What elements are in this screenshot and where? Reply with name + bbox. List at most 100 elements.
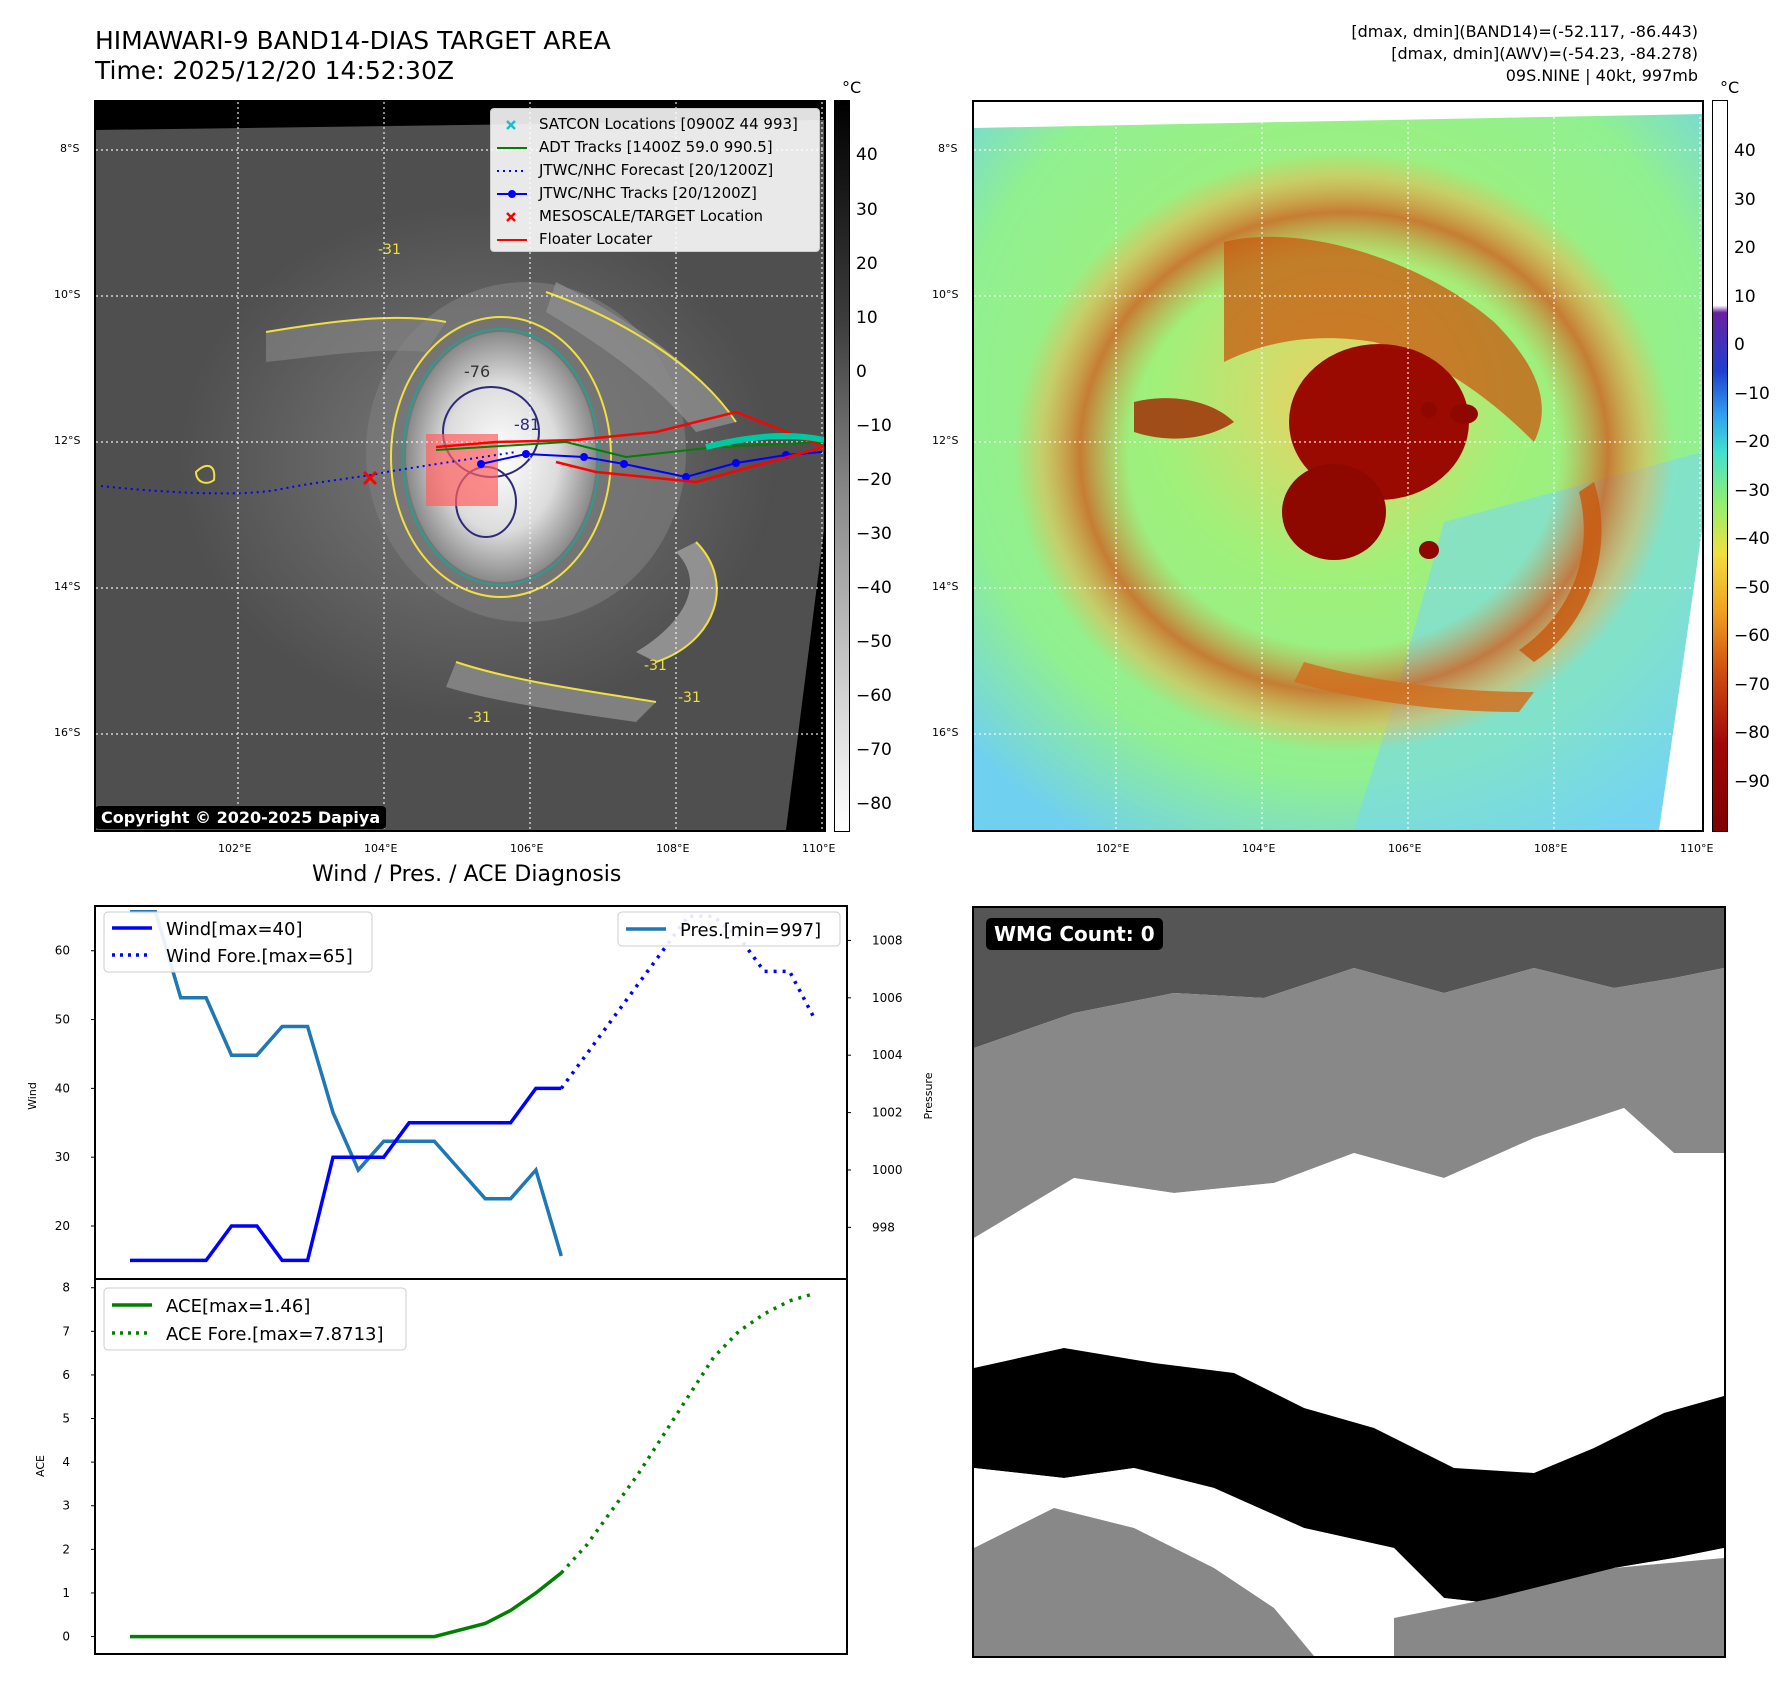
satcon-line [705, 433, 824, 450]
wmg-count-badge: WMG Count: 0 [986, 918, 1163, 950]
awv-map-panel [972, 100, 1704, 832]
pressure-tick-label: 1008 [872, 933, 903, 947]
ace-fore-legend-label: ACE Fore.[max=7.8713] [166, 1324, 384, 1345]
lat-label-14s: 14°S [54, 580, 81, 593]
awv-lat-label-16s: 16°S [932, 726, 959, 739]
ace-tick-label: 1 [62, 1586, 70, 1600]
ir-map-panel: -76 -81 -31 -31 -31 -31 [94, 100, 826, 832]
cb1-tick-40: 40 [856, 145, 878, 165]
cb2-tick-30: 30 [1734, 190, 1756, 210]
cb2-tick-0: 0 [1734, 335, 1745, 355]
cb2-tick-40: 40 [1734, 141, 1756, 161]
awv-map-image [974, 102, 1702, 830]
cb2-tick-m50: −50 [1734, 578, 1770, 598]
wind-ylabel: Wind [26, 1082, 39, 1110]
wind-tick-label: 40 [55, 1081, 70, 1095]
lat-label-12s: 12°S [54, 434, 81, 447]
legend-floater: Floater Locater [539, 230, 653, 248]
ace-tick-label: 5 [62, 1412, 70, 1426]
ace-plot [130, 1291, 816, 1639]
ace-line [130, 1571, 563, 1639]
lat-label-8s: 8°S [60, 142, 80, 155]
ace-tick-label: 4 [62, 1455, 70, 1469]
pressure-line [130, 909, 563, 1257]
satcon-legend-marker [506, 120, 516, 130]
jtwc-track-line [480, 451, 823, 479]
jtwc-forecast-line [100, 451, 517, 495]
awv-range: [dmax, dmin](AWV)=(-54.23, -84.278) [1391, 44, 1698, 63]
cb1-tick-m10: −10 [856, 416, 892, 436]
awv-lat-label-14s: 14°S [932, 580, 959, 593]
contour-label-31b: -31 [644, 658, 667, 674]
ace-tick-label: 7 [62, 1324, 70, 1338]
wind-legend [103, 911, 373, 973]
wind-plot [130, 909, 817, 1263]
cb1-tick-m30: −30 [856, 524, 892, 544]
wmg-image [974, 908, 1724, 1656]
ace-tick-label: 2 [62, 1542, 70, 1556]
diagnosis-title: Wind / Pres. / ACE Diagnosis [312, 862, 622, 887]
lon-label-106e: 106°E [510, 842, 544, 855]
lon-label-110e: 110°E [802, 842, 836, 855]
contour-label-31d: -31 [468, 710, 491, 726]
wind-fore-legend-label: Wind Fore.[max=65] [166, 946, 353, 967]
awv-lat-label-8s: 8°S [938, 142, 958, 155]
pressure-tick-label: 1004 [872, 1048, 903, 1062]
lon-label-102e: 102°E [218, 842, 252, 855]
colorbar-awv [1712, 100, 1728, 832]
legend-jtwc-forecast: JTWC/NHC Forecast [20/1200Z] [539, 161, 774, 179]
pressure-tick-label: 1000 [872, 1163, 903, 1177]
contour-label-31a: -31 [378, 242, 401, 258]
time-title: Time: 2025/12/20 14:52:30Z [95, 56, 454, 85]
lon-label-108e: 108°E [656, 842, 690, 855]
awv-lon-label-102e: 102°E [1096, 842, 1130, 855]
cb1-tick-20: 20 [856, 254, 878, 274]
diagnosis-chart: 6050403020100810061004100210009988765432… [26, 905, 935, 1655]
ace-legend [103, 1287, 407, 1351]
cb2-tick-m80: −80 [1734, 723, 1770, 743]
awv-lat-label-12s: 12°S [932, 434, 959, 447]
cb1-tick-m60: −60 [856, 686, 892, 706]
cb1-tick-m40: −40 [856, 578, 892, 598]
pressure-tick-label: 1006 [872, 991, 903, 1005]
wind-line [130, 1086, 562, 1263]
ace-tick-label: 0 [62, 1630, 70, 1644]
ace-forecast-line [560, 1291, 816, 1575]
legend-satcon: SATCON Locations [0900Z 44 993] [539, 115, 798, 133]
pressure-tick-label: 1002 [872, 1106, 903, 1120]
cb2-tick-m30: −30 [1734, 481, 1770, 501]
cb2-tick-m90: −90 [1734, 772, 1770, 792]
wmg-panel [972, 906, 1726, 1658]
pressure-legend-label: Pres.[min=997] [680, 920, 821, 941]
colorbar1-unit: °C [842, 78, 862, 97]
map-legend: SATCON Locations [0900Z 44 993] ADT Trac… [490, 108, 820, 252]
cb2-tick-10: 10 [1734, 287, 1756, 307]
wind-legend-label: Wind[max=40] [166, 919, 303, 940]
ace-tick-label: 8 [62, 1281, 70, 1295]
legend-adt: ADT Tracks [1400Z 59.0 990.5] [539, 138, 773, 156]
track-legend-dot [508, 190, 516, 198]
pressure-tick-label: 998 [872, 1220, 895, 1234]
cb1-tick-0: 0 [856, 362, 867, 382]
contour-label-81: -81 [514, 415, 540, 434]
ace-tick-label: 3 [62, 1499, 70, 1513]
cb2-tick-m40: −40 [1734, 529, 1770, 549]
adt-track-line [435, 440, 824, 459]
lat-label-16s: 16°S [54, 726, 81, 739]
cb1-tick-m70: −70 [856, 740, 892, 760]
cb1-tick-m80: −80 [856, 794, 892, 814]
awv-lon-label-110e: 110°E [1680, 842, 1714, 855]
wind-tick-label: 30 [55, 1150, 70, 1164]
cb1-tick-30: 30 [856, 200, 878, 220]
awv-lat-label-10s: 10°S [932, 288, 959, 301]
cb2-tick-m60: −60 [1734, 626, 1770, 646]
axis-ticks: 6050403020100810061004100210009988765432… [55, 933, 903, 1643]
ace-legend-label: ACE[max=1.46] [166, 1296, 310, 1317]
floater-track-line [435, 410, 824, 484]
legend-jtwc-tracks: JTWC/NHC Tracks [20/1200Z] [539, 184, 757, 202]
ir-map-image: -76 -81 -31 -31 -31 -31 [96, 102, 824, 830]
cb2-tick-m70: −70 [1734, 675, 1770, 695]
cb2-tick-20: 20 [1734, 238, 1756, 258]
lon-label-104e: 104°E [364, 842, 398, 855]
contour-label-76: -76 [464, 362, 490, 381]
